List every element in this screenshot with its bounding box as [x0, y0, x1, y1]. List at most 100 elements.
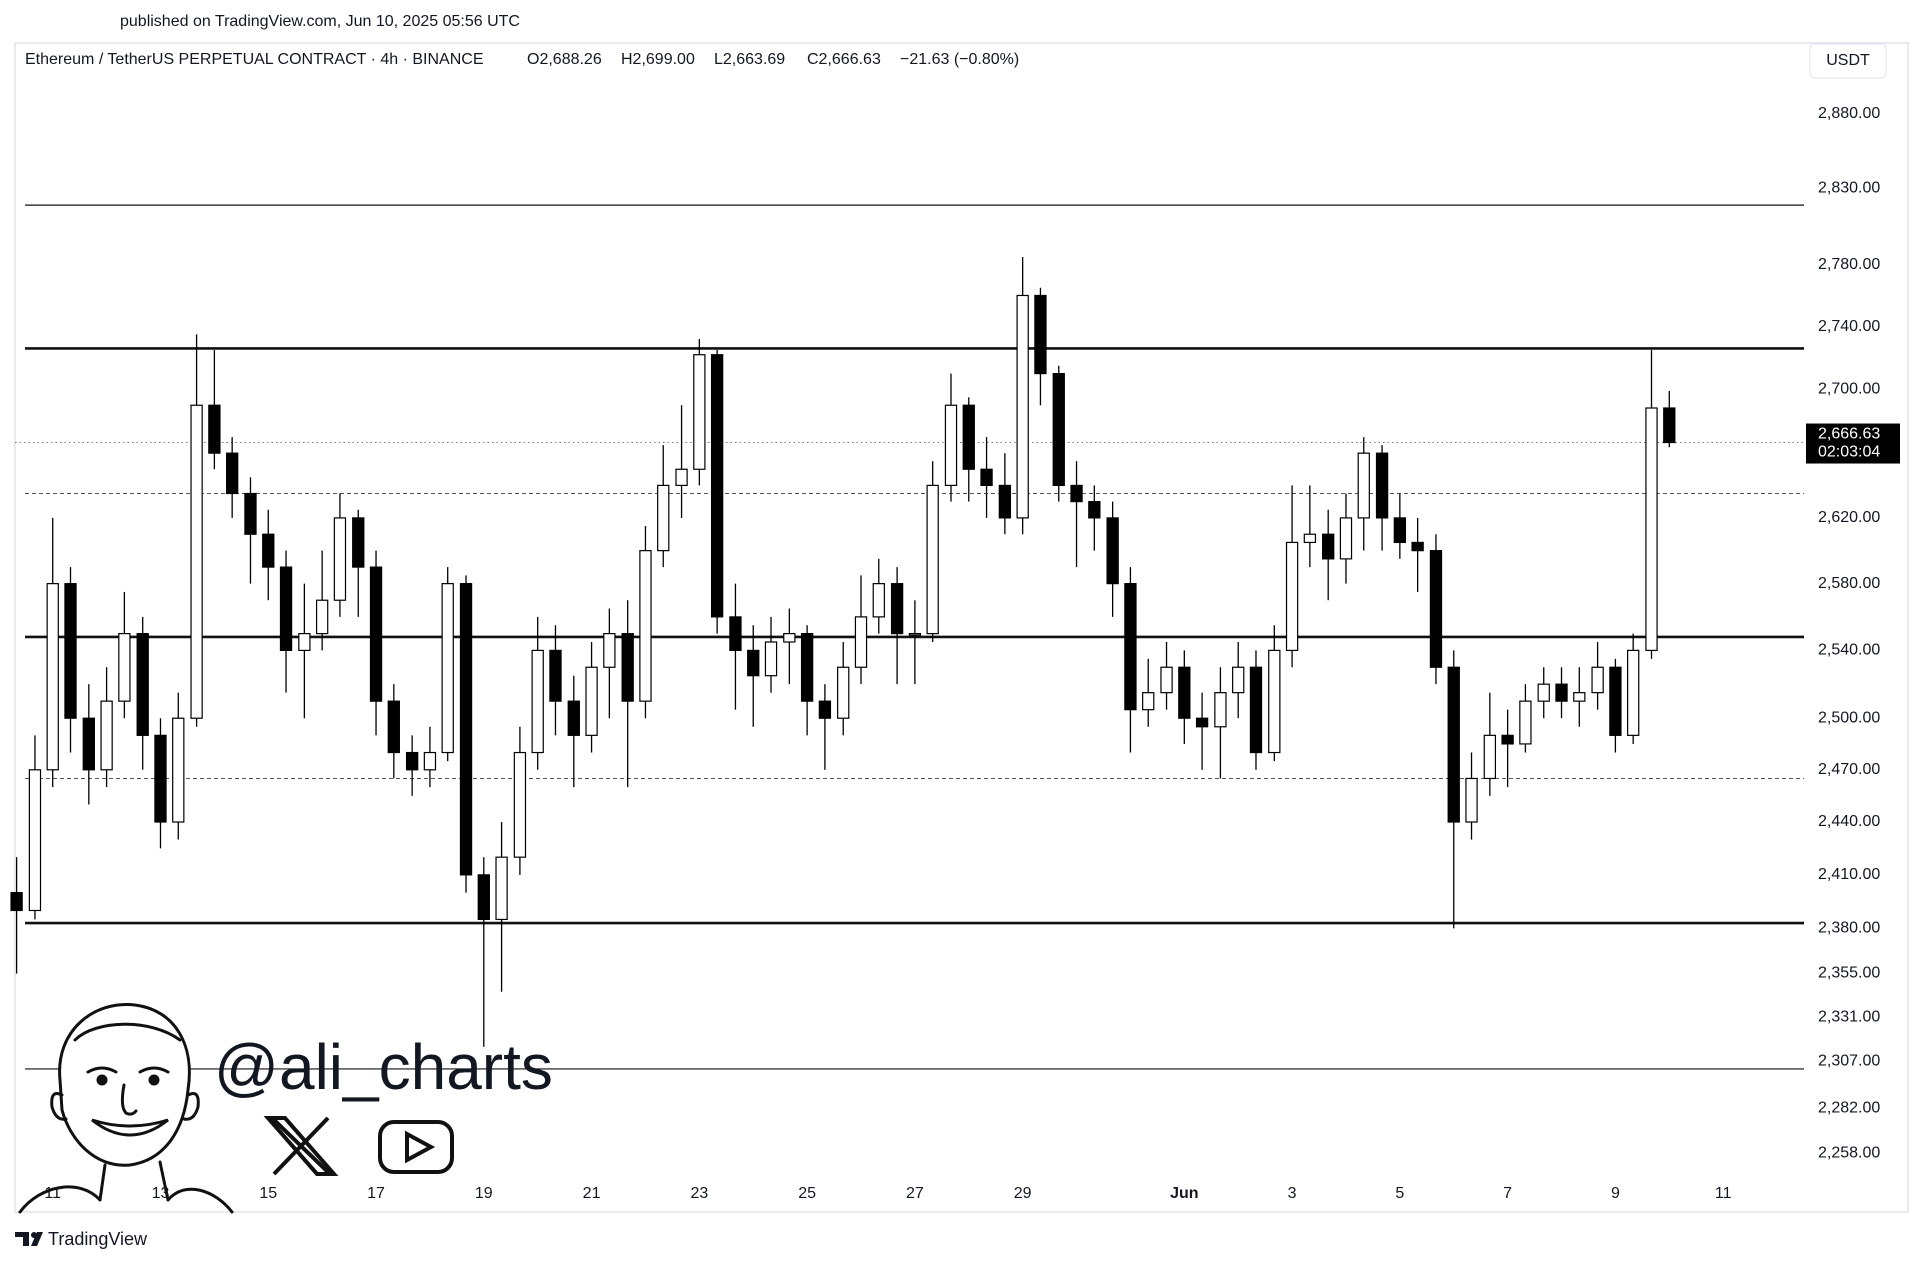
candle-body: [890, 583, 904, 635]
y-tick-label: 2,880.00: [1818, 105, 1880, 122]
candle-body: [1447, 666, 1460, 823]
candle-body: [1465, 777, 1478, 823]
candle-body: [1303, 533, 1317, 544]
y-tick-label: 2,620.00: [1818, 509, 1880, 526]
candle-body: [1070, 484, 1083, 503]
candle-body: [1663, 407, 1676, 444]
x-icon[interactable]: [263, 1116, 339, 1176]
candle-body: [693, 354, 706, 470]
ohlc-low: L2,663.69: [714, 51, 785, 68]
last-price-box: [1806, 423, 1900, 464]
x-tick-label: 5: [1395, 1185, 1404, 1202]
candle-body: [1232, 666, 1245, 694]
candle-body: [136, 633, 149, 736]
plot-area: [10, 204, 1804, 1070]
candle-body: [585, 666, 598, 736]
candle-body: [1124, 583, 1137, 711]
candle-body: [1537, 683, 1550, 702]
candle-body: [1375, 452, 1389, 519]
x-tick-label: 9: [1611, 1185, 1620, 1202]
candle-body: [729, 616, 742, 651]
candle-body: [333, 517, 347, 601]
logo-mark: [15, 1232, 43, 1246]
candle-body: [657, 484, 670, 552]
candle-body: [1285, 541, 1299, 651]
candle-body: [1555, 683, 1568, 702]
y-tick-label: 2,830.00: [1818, 180, 1880, 197]
candle-body: [315, 599, 329, 635]
candle-body: [908, 633, 922, 636]
candle-body: [710, 354, 724, 618]
candle-body: [1519, 700, 1532, 745]
candle-body: [352, 517, 365, 568]
candle-body: [1268, 649, 1281, 754]
candle-body: [1429, 550, 1443, 668]
last-price-label: 2,666.63: [1818, 426, 1880, 443]
candle-body: [172, 717, 185, 823]
candle-body: [747, 649, 760, 677]
candle-body: [423, 751, 437, 771]
candle-body: [980, 468, 993, 487]
candle-body: [1016, 294, 1029, 519]
candle-body: [783, 633, 796, 643]
x-tick-label: 17: [367, 1185, 385, 1202]
currency-label[interactable]: USDT: [1826, 52, 1870, 69]
brand-name: TradingView: [48, 1229, 148, 1249]
watermark: @ali_charts: [18, 1002, 553, 1214]
logo-dot: [31, 1232, 37, 1238]
x-tick-label: 23: [690, 1185, 708, 1202]
y-tick-label: 2,540.00: [1818, 642, 1880, 659]
currency-box[interactable]: [1809, 43, 1887, 79]
candle-body: [962, 404, 975, 470]
y-tick-label: 2,410.00: [1818, 866, 1880, 883]
candle-body: [190, 404, 203, 719]
candle-body: [1483, 734, 1497, 780]
candle-body: [1195, 717, 1209, 728]
candle-body: [208, 404, 221, 454]
candle-body: [675, 468, 688, 487]
x-tick-label: 11: [1715, 1185, 1732, 1202]
candle-body: [1501, 734, 1514, 745]
y-tick-label: 2,307.00: [1818, 1053, 1880, 1070]
candle-body: [1322, 533, 1335, 560]
ohlc-close: C2,666.63: [807, 51, 881, 68]
x-tick-label: Jun: [1170, 1185, 1198, 1202]
candle-body: [1178, 666, 1191, 719]
candle-body: [513, 751, 527, 858]
ohlc-high: H2,699.00: [621, 51, 695, 68]
candle-body: [279, 566, 293, 651]
candle-body: [1142, 692, 1155, 711]
avatar-sketch: [18, 1002, 234, 1214]
candle-body: [1214, 692, 1227, 728]
symbol-title: Ethereum / TetherUS PERPETUAL CONTRACT ·…: [25, 51, 484, 68]
candle-body: [1052, 372, 1065, 487]
candle-body: [244, 492, 257, 535]
candle-body: [1393, 517, 1407, 544]
tradingview-logo: TradingView: [15, 1229, 148, 1249]
x-tick-label: 3: [1288, 1185, 1297, 1202]
x-tick-label: 29: [1014, 1185, 1032, 1202]
candle-body: [1627, 649, 1640, 736]
candle-body: [441, 583, 454, 754]
y-tick-label: 2,355.00: [1818, 965, 1880, 982]
x-tick-label: 15: [259, 1185, 277, 1202]
y-tick-label: 2,780.00: [1818, 256, 1880, 273]
x-tick-label: 19: [475, 1185, 493, 1202]
y-tick-label: 2,700.00: [1818, 381, 1880, 398]
candle-body: [567, 700, 580, 736]
candle-body: [621, 633, 634, 702]
candle-body: [1339, 517, 1353, 560]
y-tick-label: 2,500.00: [1818, 709, 1880, 726]
youtube-icon[interactable]: [378, 1120, 454, 1174]
candle-body: [225, 452, 239, 495]
candle-body: [1106, 517, 1119, 585]
candle-body: [1591, 666, 1604, 694]
candle-body: [531, 649, 544, 754]
candle-body: [10, 892, 23, 912]
candle-body: [82, 717, 95, 771]
candle-body: [998, 484, 1012, 519]
candle-body: [800, 633, 814, 702]
candle-body: [1160, 666, 1173, 694]
